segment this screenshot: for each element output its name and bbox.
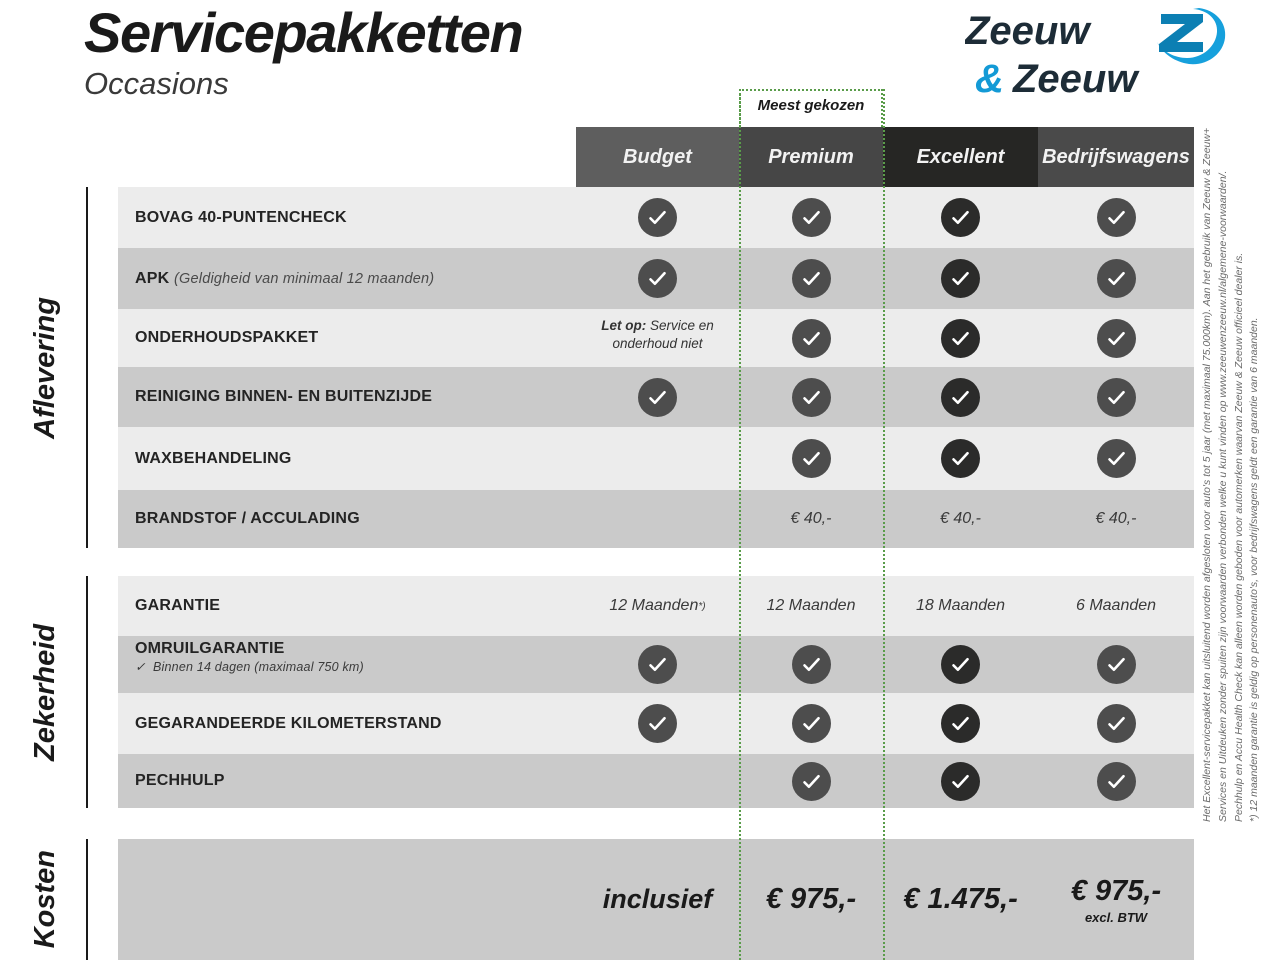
svg-text:Zeeuw: Zeeuw [965, 9, 1092, 53]
svg-text:Zeeuw: Zeeuw [1012, 57, 1140, 101]
svg-text:&: & [975, 57, 1004, 101]
